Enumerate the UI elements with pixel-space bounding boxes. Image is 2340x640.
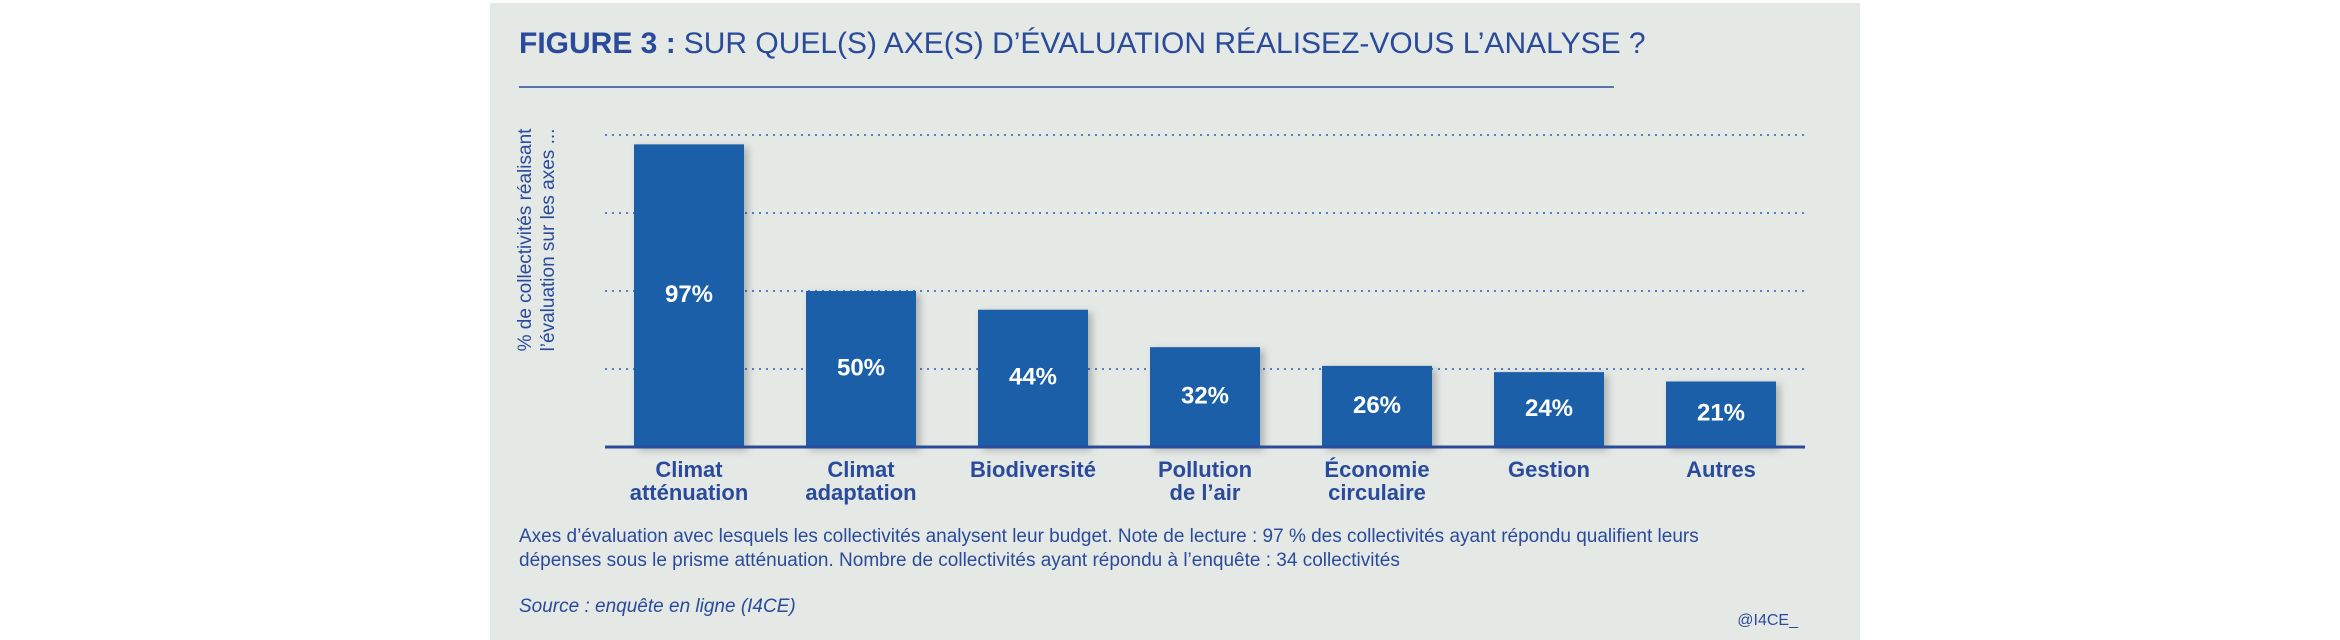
bar: [1150, 347, 1260, 447]
value-label: 44%: [1009, 364, 1057, 391]
y-label-line: l’évaluation sur les axes ...: [538, 129, 559, 352]
x-tick-label: Autres: [1686, 457, 1756, 482]
x-tick-label: Pollution de l’air: [1157, 457, 1253, 505]
y-label: % de collectivités réalisant l’évaluatio…: [515, 128, 559, 352]
value-label: 32%: [1181, 382, 1229, 409]
bar: [806, 291, 916, 447]
note-line: dépenses sous le prisme atténuation. Nom…: [519, 550, 1400, 571]
x-tick-label: Économie circulaire: [1324, 457, 1430, 505]
bar: [978, 309, 1088, 447]
value-label: 21%: [1697, 400, 1745, 427]
x-tick-label: Climat adaptation: [805, 457, 917, 505]
source: Source : enquête en ligne (I4CE): [519, 596, 796, 617]
title-text: SUR QUEL(S) AXE(S) D’ÉVALUATION RÉALISEZ…: [684, 27, 1646, 60]
x-tick-label: Biodiversité: [970, 457, 1096, 482]
y-label-line: % de collectivités réalisant: [515, 128, 536, 352]
credit: @I4CE_: [1737, 612, 1799, 629]
bar: [1666, 381, 1776, 447]
x-tick-label: Climat atténuation: [629, 457, 749, 505]
x-tick-label: Gestion: [1508, 457, 1590, 482]
value-label: 26%: [1353, 392, 1401, 419]
bar: [1322, 365, 1432, 447]
bar: [1494, 372, 1604, 447]
value-label: 97%: [665, 281, 713, 308]
figure-label: FIGURE 3 :: [519, 27, 676, 60]
bar: [634, 144, 744, 448]
chart-title: FIGURE 3 : SUR QUEL(S) AXE(S) D’ÉVALUATIO…: [519, 27, 1646, 60]
value-label: 24%: [1525, 395, 1573, 422]
value-label: 50%: [837, 354, 885, 381]
note-line: Axes d’évaluation avec lesquels les coll…: [519, 526, 1699, 547]
